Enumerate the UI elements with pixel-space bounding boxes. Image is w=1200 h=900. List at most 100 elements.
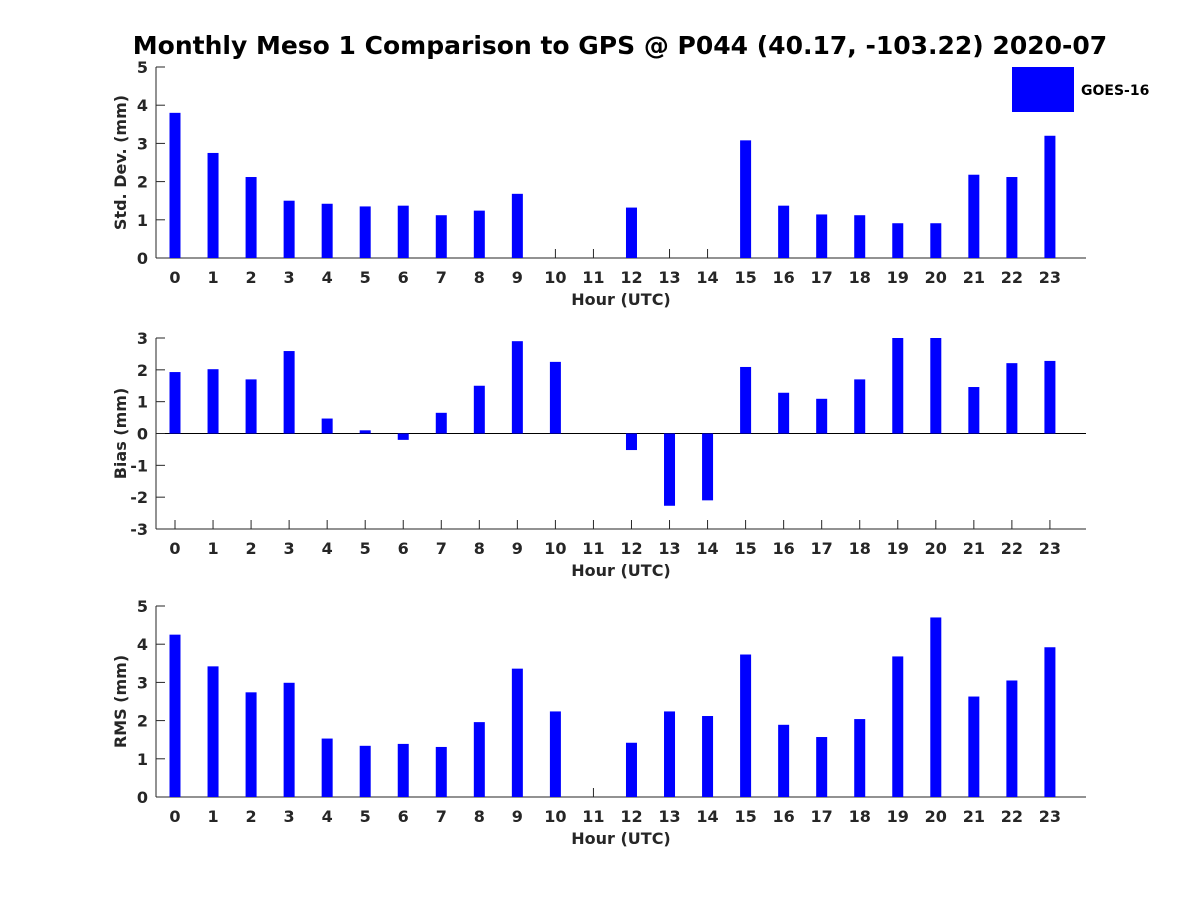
- x-tick-label: 23: [1039, 539, 1061, 558]
- bar: [930, 617, 942, 797]
- x-tick-label: 10: [544, 807, 566, 826]
- legend-label: GOES-16: [1081, 83, 1149, 99]
- y-tick-label: -1: [130, 456, 148, 475]
- x-tick-label: 1: [207, 807, 218, 826]
- y-tick-label: -2: [130, 488, 148, 507]
- x-tick-label: 4: [322, 268, 333, 287]
- y-axis-label: RMS (mm): [111, 655, 130, 748]
- x-tick-label: 6: [398, 807, 409, 826]
- x-tick-label: 9: [512, 807, 523, 826]
- y-tick-label: 2: [137, 712, 148, 731]
- bar: [549, 361, 561, 434]
- x-tick-label: 19: [887, 807, 909, 826]
- x-tick-label: 13: [658, 807, 680, 826]
- bar: [511, 193, 523, 258]
- bar: [816, 214, 828, 258]
- x-tick-label: 3: [284, 807, 295, 826]
- bar: [968, 387, 980, 434]
- bar: [207, 666, 219, 797]
- bar: [283, 200, 295, 258]
- x-tick-label: 12: [620, 539, 642, 558]
- y-tick-label: 2: [137, 361, 148, 380]
- x-tick-label: 11: [582, 539, 604, 558]
- bar: [1044, 360, 1056, 434]
- bar: [549, 711, 561, 797]
- bar: [740, 366, 752, 434]
- y-tick-label: 3: [137, 673, 148, 692]
- bar: [740, 654, 752, 797]
- legend: GOES-16: [1012, 67, 1149, 112]
- bar: [625, 207, 637, 258]
- x-tick-label: 18: [849, 268, 871, 287]
- x-tick-label: 2: [246, 807, 257, 826]
- x-tick-label: 20: [925, 268, 947, 287]
- x-tick-label: 2: [246, 268, 257, 287]
- bar: [1044, 135, 1056, 258]
- bar: [1006, 680, 1018, 797]
- bar: [321, 418, 333, 434]
- x-tick-label: 3: [284, 539, 295, 558]
- x-tick-label: 9: [512, 268, 523, 287]
- x-tick-label: 6: [398, 268, 409, 287]
- x-tick-label: 6: [398, 539, 409, 558]
- x-tick-label: 4: [322, 807, 333, 826]
- x-tick-label: 10: [544, 539, 566, 558]
- bar: [207, 369, 219, 434]
- x-tick-label: 23: [1039, 268, 1061, 287]
- x-tick-label: 21: [963, 268, 985, 287]
- x-axis-label: Hour (UTC): [571, 290, 671, 309]
- x-tick-label: 9: [512, 539, 523, 558]
- bar: [207, 152, 219, 258]
- legend-swatch: [1012, 67, 1074, 112]
- bar: [169, 112, 181, 258]
- bar: [245, 177, 257, 258]
- x-tick-label: 23: [1039, 807, 1061, 826]
- x-tick-label: 3: [284, 268, 295, 287]
- x-tick-label: 12: [620, 807, 642, 826]
- bar: [854, 719, 866, 797]
- bar: [473, 722, 485, 797]
- y-tick-label: 5: [137, 58, 148, 77]
- bar: [511, 341, 523, 434]
- y-tick-label: 0: [137, 425, 148, 444]
- bar: [664, 433, 676, 506]
- bar: [397, 743, 409, 797]
- x-tick-label: 17: [811, 807, 833, 826]
- y-axis-label: Std. Dev. (mm): [111, 95, 130, 230]
- x-tick-label: 7: [436, 268, 447, 287]
- y-tick-label: 5: [137, 597, 148, 616]
- x-tick-label: 10: [544, 268, 566, 287]
- bar: [169, 372, 181, 434]
- x-tick-label: 8: [474, 539, 485, 558]
- y-tick-label: 3: [137, 134, 148, 153]
- x-tick-label: 8: [474, 807, 485, 826]
- bar: [1006, 363, 1018, 434]
- bar: [435, 215, 447, 258]
- x-tick-label: 5: [360, 268, 371, 287]
- x-tick-label: 20: [925, 807, 947, 826]
- bar: [435, 412, 447, 434]
- bar: [283, 351, 295, 434]
- x-tick-label: 14: [696, 807, 718, 826]
- x-tick-label: 0: [169, 539, 180, 558]
- x-tick-label: 22: [1001, 807, 1023, 826]
- bar: [435, 746, 447, 797]
- x-tick-label: 0: [169, 807, 180, 826]
- x-tick-label: 11: [582, 268, 604, 287]
- x-tick-label: 14: [696, 268, 718, 287]
- x-tick-label: 12: [620, 268, 642, 287]
- bar: [245, 692, 257, 797]
- x-tick-label: 1: [207, 268, 218, 287]
- x-tick-label: 15: [734, 539, 756, 558]
- y-tick-label: 1: [137, 750, 148, 769]
- x-tick-label: 16: [773, 268, 795, 287]
- figure-title: Monthly Meso 1 Comparison to GPS @ P044 …: [133, 31, 1107, 60]
- bar: [930, 223, 942, 258]
- bar: [625, 433, 637, 451]
- x-tick-label: 13: [658, 539, 680, 558]
- x-tick-label: 11: [582, 807, 604, 826]
- bar: [359, 430, 371, 434]
